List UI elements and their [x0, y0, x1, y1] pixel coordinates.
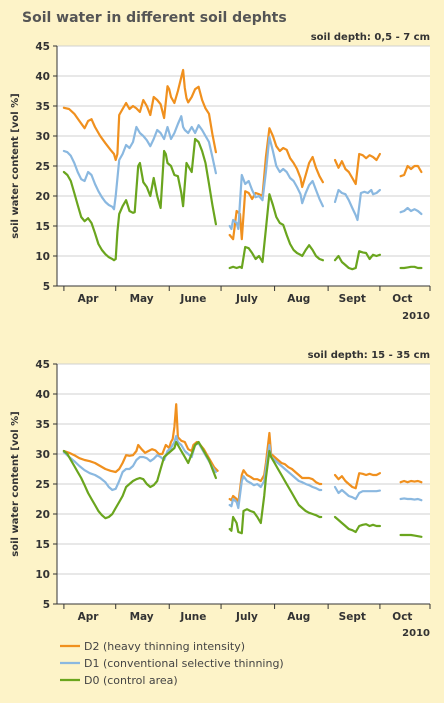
chart-subtitle: soil depth: 15 - 35 cm [308, 350, 430, 361]
chart-subtitle: soil depth: 0,5 - 7 cm [311, 32, 430, 43]
series-line-d0 [228, 449, 323, 535]
x-tick-label: May [130, 293, 154, 305]
y-tick-label: 10 [35, 251, 50, 263]
series-line-d0 [228, 193, 324, 270]
x-tick-label: Oct [392, 611, 412, 623]
x-tick-label: Apr [78, 611, 100, 623]
x-tick-label: Aug [287, 293, 310, 305]
y-tick-label: 15 [35, 539, 50, 551]
x-tick-label: July [235, 611, 258, 623]
y-tick-label: 40 [35, 389, 50, 401]
y-tick-label: 45 [35, 41, 50, 53]
series-line-d1 [228, 136, 324, 231]
chart-top: 5 10 15 20 25 30 35 40 45 Apr May June July Aug Sept Oc… [10, 32, 431, 322]
y-tick-label: 10 [35, 569, 50, 581]
series-line-d2 [399, 164, 423, 178]
series-line-d2 [333, 472, 381, 490]
main-title: Soil water in different soil dephts [22, 10, 287, 26]
y-tick-label: 30 [35, 131, 50, 143]
x-tick-label: Oct [392, 293, 412, 305]
y-axis-label: soil water content [vol %] [10, 93, 21, 238]
y-tick-label: 5 [43, 599, 50, 611]
legend-item-d0: D0 (control area) [60, 674, 178, 687]
series-line-d2 [62, 68, 217, 162]
x-tick-label: Sept [339, 611, 366, 623]
series-line-d1 [399, 497, 423, 502]
y-tick-label: 15 [35, 221, 50, 233]
y-tick-label: 25 [35, 479, 50, 491]
x-tick-label: July [235, 293, 258, 305]
series-line-d2 [399, 479, 423, 484]
x-tick-label: Apr [78, 293, 100, 305]
series-line-d1 [333, 485, 381, 501]
series-line-d0 [399, 265, 423, 270]
series-line-d2 [333, 152, 381, 186]
y-tick-label: 45 [35, 359, 50, 371]
series-line-d1 [333, 188, 381, 222]
x-axis-label: 2010 [402, 628, 430, 639]
legend: D2 (heavy thinning intensity) D1 (conven… [60, 640, 284, 687]
x-tick-label: Sept [339, 293, 366, 305]
legend-label-d2: D2 (heavy thinning intensity) [84, 640, 245, 653]
series-line-d0 [62, 137, 217, 262]
series-line-d2 [62, 403, 219, 474]
chart-bottom: 5 10 15 20 25 30 35 40 45 Apr May June July Aug Sept Oc… [10, 350, 431, 639]
y-tick-label: 20 [35, 509, 50, 521]
x-tick-label: June [179, 611, 206, 623]
series-line-d1 [62, 115, 217, 211]
y-tick-label: 20 [35, 191, 50, 203]
series-line-d0 [333, 250, 381, 271]
series-line-d1 [399, 206, 423, 216]
y-tick-label: 5 [43, 281, 50, 293]
x-tick-label: June [179, 293, 206, 305]
y-tick-label: 35 [35, 101, 50, 113]
x-tick-label: Aug [287, 611, 310, 623]
legend-label-d1: D1 (conventional selective thinning) [84, 657, 284, 670]
legend-label-d0: D0 (control area) [84, 674, 178, 687]
legend-item-d1: D1 (conventional selective thinning) [60, 657, 284, 670]
legend-item-d2: D2 (heavy thinning intensity) [60, 640, 245, 653]
y-tick-label: 40 [35, 71, 50, 83]
series-line-d0 [399, 533, 423, 538]
series-line-d0 [62, 440, 217, 520]
y-axis-label: soil water content [vol %] [10, 411, 21, 556]
y-tick-label: 35 [35, 419, 50, 431]
y-tick-label: 25 [35, 161, 50, 173]
x-axis-label: 2010 [402, 311, 430, 322]
x-tick-label: May [130, 611, 154, 623]
y-tick-label: 30 [35, 449, 50, 461]
series-line-d0 [333, 515, 381, 534]
series-line-d2 [228, 127, 324, 241]
